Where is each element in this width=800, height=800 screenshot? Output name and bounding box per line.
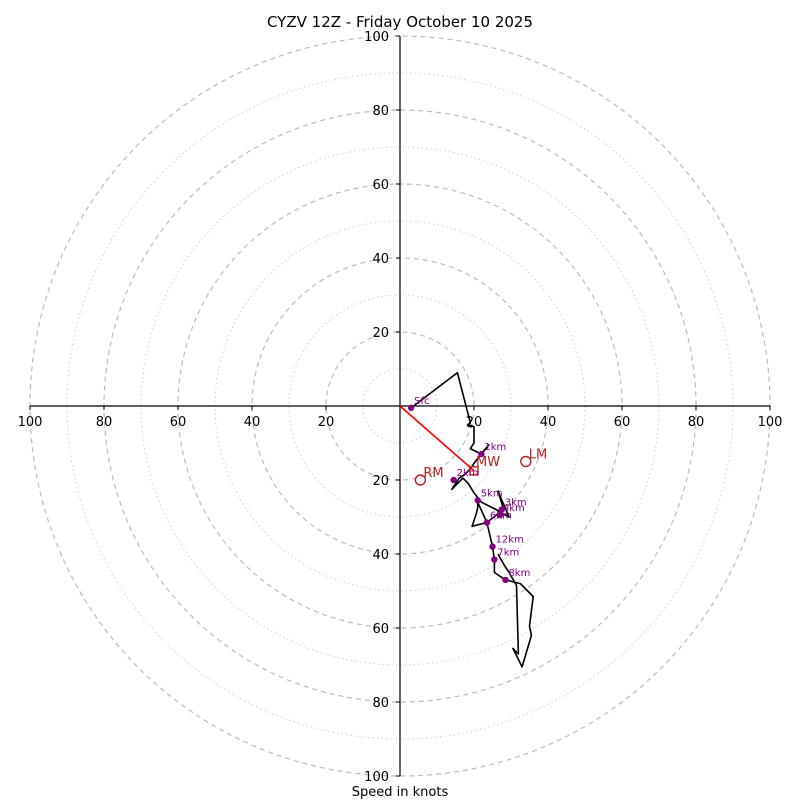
- tick-label-up: 100: [364, 30, 389, 45]
- rm-marker: [414, 474, 427, 486]
- height-marker-dot: [489, 543, 496, 550]
- height-marker-dot: [502, 576, 509, 584]
- tick-label-up: 40: [372, 252, 389, 267]
- mw-marker: [469, 466, 479, 476]
- height-marker-label: Sfc: [414, 396, 429, 407]
- chart-title: CYZV 12Z - Friday October 10 2025: [267, 13, 533, 31]
- tick-label-right: 80: [688, 415, 705, 430]
- height-marker-label: 7km: [497, 548, 519, 559]
- tick-label-down: 80: [372, 696, 389, 711]
- tick-label-right: 100: [758, 415, 783, 430]
- height-marker-label: 12km: [496, 535, 524, 546]
- height-marker-dot: [498, 506, 505, 513]
- height-marker-label: 5km: [481, 488, 503, 499]
- tick-label-right: 60: [614, 415, 631, 430]
- height-marker-label: 8km: [508, 568, 530, 579]
- height-marker-dot: [483, 519, 491, 526]
- height-marker-dot: [474, 497, 481, 504]
- tick-label-up: 80: [372, 104, 389, 119]
- tick-label-down: 100: [364, 770, 389, 785]
- tick-label-up: 20: [372, 326, 389, 341]
- tick-label-up: 60: [372, 178, 389, 193]
- tick-label-left: 40: [244, 415, 261, 430]
- height-marker-dot: [407, 404, 415, 412]
- mw-label: MW: [476, 455, 500, 470]
- height-marker-label: 2km: [457, 468, 479, 479]
- height-marker-label: 6km: [490, 511, 512, 522]
- hodograph-layer: [399, 371, 535, 668]
- hodograph-trace: [410, 371, 535, 668]
- axis-ticks: 2020202040404040606060608080808010010010…: [18, 30, 783, 785]
- height-marker-label: 4km: [503, 503, 525, 514]
- lm-label: LM: [529, 448, 547, 463]
- height-marker-label: 1km: [484, 442, 506, 453]
- tick-label-down: 40: [372, 548, 389, 563]
- tick-label-left: 100: [18, 415, 43, 430]
- height-marker-label: 3km: [505, 498, 527, 509]
- height-marker-dot: [450, 476, 457, 484]
- shear-vector: [399, 405, 475, 472]
- tick-label-down: 60: [372, 622, 389, 637]
- tick-label-left: 60: [170, 415, 187, 430]
- height-marker-dot: [496, 511, 504, 519]
- tick-label-left: 80: [96, 415, 113, 430]
- height-marker-dot: [491, 556, 498, 563]
- x-axis-label: Speed in knots: [352, 785, 449, 800]
- tick-label-right: 40: [540, 415, 557, 430]
- height-marker-dot: [478, 450, 485, 458]
- storm-motion-markers: RM LM MW: [414, 448, 547, 486]
- tick-label-down: 20: [372, 474, 389, 489]
- lm-marker: [520, 455, 532, 468]
- rm-label: RM: [423, 466, 443, 481]
- tick-label-left: 20: [318, 415, 335, 430]
